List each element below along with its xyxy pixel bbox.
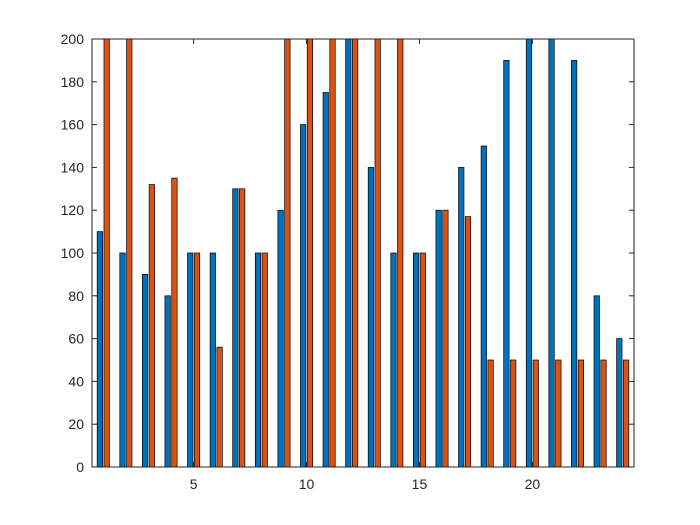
y-tick-label-200: 200 [61,31,85,47]
bar-series-2-x-15 [419,252,426,468]
bar-series-1-x-21 [548,38,555,468]
bar-series-1-x-2 [119,252,126,468]
bar-series-1-x-20 [525,38,533,468]
y-tick-label-0: 0 [76,459,84,475]
bar-series-2-x-16 [442,209,449,468]
bar-series-2-x-24 [623,359,630,468]
bar-series-2-x-22 [577,359,584,468]
bar-series-1-x-23 [593,295,600,468]
x-tick-label-5: 5 [190,476,198,492]
bar-series-2-x-18 [487,359,494,468]
bar-series-2-x-23 [600,359,607,468]
tick-labels-layer: 0 20 40 60 80 100 120 140 160 180 200 5 10 15 20 [61,31,541,492]
bar-series-1-x-24 [616,338,623,468]
bar-series-1-x-7 [232,188,239,468]
bar-series-1-x-17 [458,167,465,468]
bar-series-1-x-1 [96,231,103,468]
bar-series-2-x-12 [352,38,359,468]
bar-series-2-x-4 [171,177,178,468]
bar-series-2-x-6 [216,346,223,468]
bar-series-2-x-10 [306,38,313,468]
bar-series-1-x-6 [209,252,216,468]
bar-series-2-x-11 [329,38,336,468]
bar-series-2-x-13 [374,38,381,468]
bar-series-2-x-20 [532,359,539,468]
plot-area [92,39,634,467]
y-tick-label-100: 100 [61,245,85,261]
x-tick-label-20: 20 [525,476,541,492]
y-tick-label-140: 140 [61,159,85,175]
bar-series-1-x-8 [254,252,262,468]
bar-series-2-x-9 [284,38,291,468]
bar-series-1-x-13 [367,167,374,468]
bar-series-2-x-1 [103,38,110,468]
bar-series-1-x-3 [142,274,149,468]
bar-series-1-x-4 [164,295,171,468]
y-tick-label-40: 40 [68,373,84,389]
y-tick-label-120: 120 [61,202,85,218]
bar-series-1-x-16 [435,209,442,468]
bar-series-2-x-17 [464,216,472,468]
bar-series-2-x-2 [126,38,133,468]
bar-series-1-x-15 [413,252,420,468]
y-tick-label-20: 20 [68,416,84,432]
x-tick-label-15: 15 [412,476,428,492]
bar-series-1-x-19 [503,60,510,468]
bar-series-1-x-18 [480,145,487,468]
bar-series-2-x-21 [555,359,562,468]
y-tick-label-160: 160 [61,117,85,133]
bar-series-2-x-5 [193,252,201,468]
bar-series-2-x-19 [510,359,517,468]
bar-series-1-x-14 [390,252,397,468]
bar-series-2-x-14 [397,38,404,468]
bar-series-1-x-9 [277,209,284,468]
bar-series-1-x-22 [571,60,578,468]
axes-box [91,38,635,468]
x-tick-label-10: 10 [299,476,315,492]
bar-series-2-x-8 [261,252,268,468]
y-tick-label-60: 60 [68,331,84,347]
y-tick-label-180: 180 [61,74,85,90]
bar-series-1-x-11 [322,92,329,468]
bar-series-1-x-5 [187,252,194,468]
y-tick-label-80: 80 [68,288,84,304]
bar-series-1-x-12 [345,38,352,468]
bar-series-1-x-10 [300,124,307,468]
bar-series-2-x-7 [239,188,246,468]
bar-series-2-x-3 [148,184,155,468]
